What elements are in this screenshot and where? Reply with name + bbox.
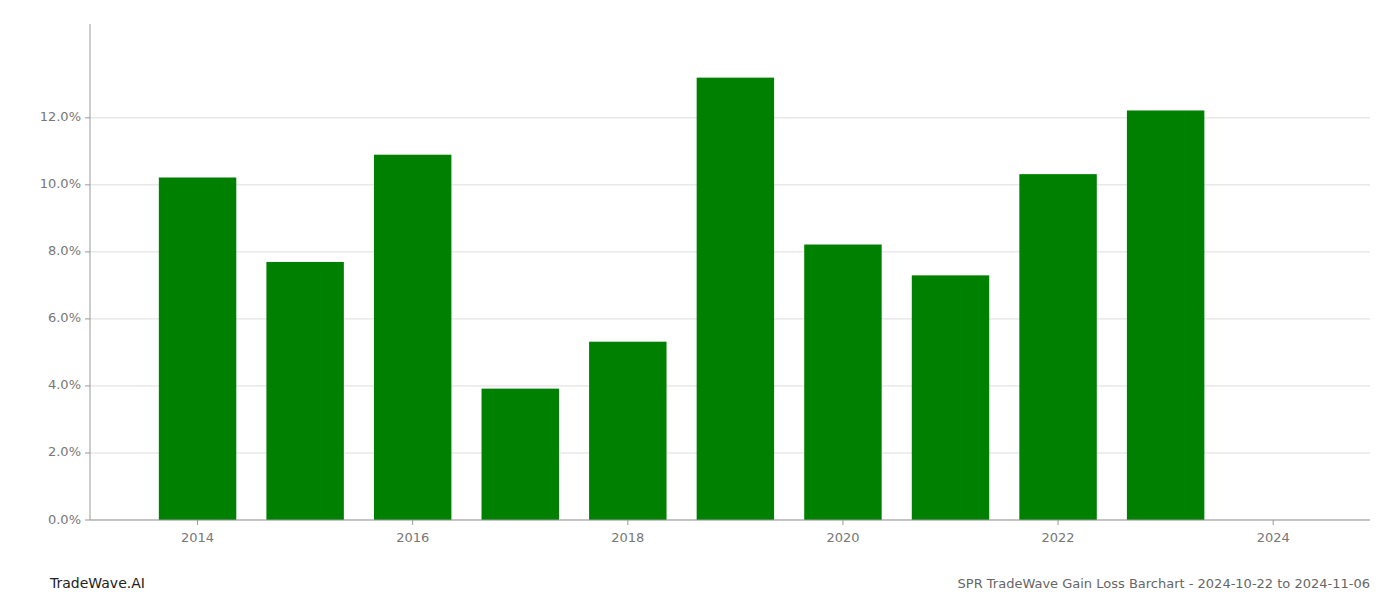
axes (90, 24, 1370, 520)
bar (804, 245, 881, 520)
chart-container: 0.0%2.0%4.0%6.0%8.0%10.0%12.0%2014201620… (0, 0, 1400, 600)
y-tick-label: 4.0% (48, 377, 81, 392)
grid-line (90, 520, 1370, 521)
x-tick (627, 520, 628, 525)
y-tick-label: 6.0% (48, 310, 81, 325)
chart-svg: 0.0%2.0%4.0%6.0%8.0%10.0%12.0%2014201620… (0, 0, 1400, 600)
y-tick (85, 520, 90, 521)
y-tick-label: 2.0% (48, 444, 81, 459)
y-tick (85, 117, 90, 118)
x-axis-line (90, 520, 1370, 521)
y-tick (85, 184, 90, 185)
bar (912, 275, 989, 520)
x-tick (1058, 520, 1059, 525)
y-tick (85, 318, 90, 319)
x-tick (197, 520, 198, 525)
x-tick (412, 520, 413, 525)
title: SPR TradeWave Gain Loss Barchart - 2024-… (958, 576, 1370, 591)
bars (159, 78, 1205, 520)
y-tick (85, 251, 90, 252)
x-axis: 2014 2016 2018 2020 2022 2024 (181, 520, 1290, 545)
bar (589, 342, 666, 520)
bar (482, 389, 559, 520)
y-tick (85, 452, 90, 453)
bar (1127, 110, 1204, 520)
bar (697, 78, 774, 520)
bar (374, 155, 451, 520)
bar (159, 177, 236, 520)
y-axis: 0.0% 2.0% 4.0% 6.0% 8.0% 10.0% 12.0% (40, 109, 90, 526)
bar (266, 262, 343, 520)
x-tick-label: 2020 (826, 530, 859, 545)
x-tick (842, 520, 843, 525)
y-axis-line (90, 24, 91, 520)
x-tick-label: 2014 (181, 530, 214, 545)
y-tick-label: 8.0% (48, 243, 81, 258)
watermark: TradeWave.AI (49, 575, 145, 591)
x-tick-label: 2022 (1042, 530, 1075, 545)
bar (1019, 174, 1096, 520)
y-tick (85, 385, 90, 386)
y-tick-label: 12.0% (40, 109, 81, 124)
x-tick (1273, 520, 1274, 525)
y-tick-label: 10.0% (40, 176, 81, 191)
x-tick-label: 2018 (611, 530, 644, 545)
x-tick-label: 2016 (396, 530, 429, 545)
y-tick-label: 0.0% (48, 512, 81, 527)
x-tick-label: 2024 (1257, 530, 1290, 545)
